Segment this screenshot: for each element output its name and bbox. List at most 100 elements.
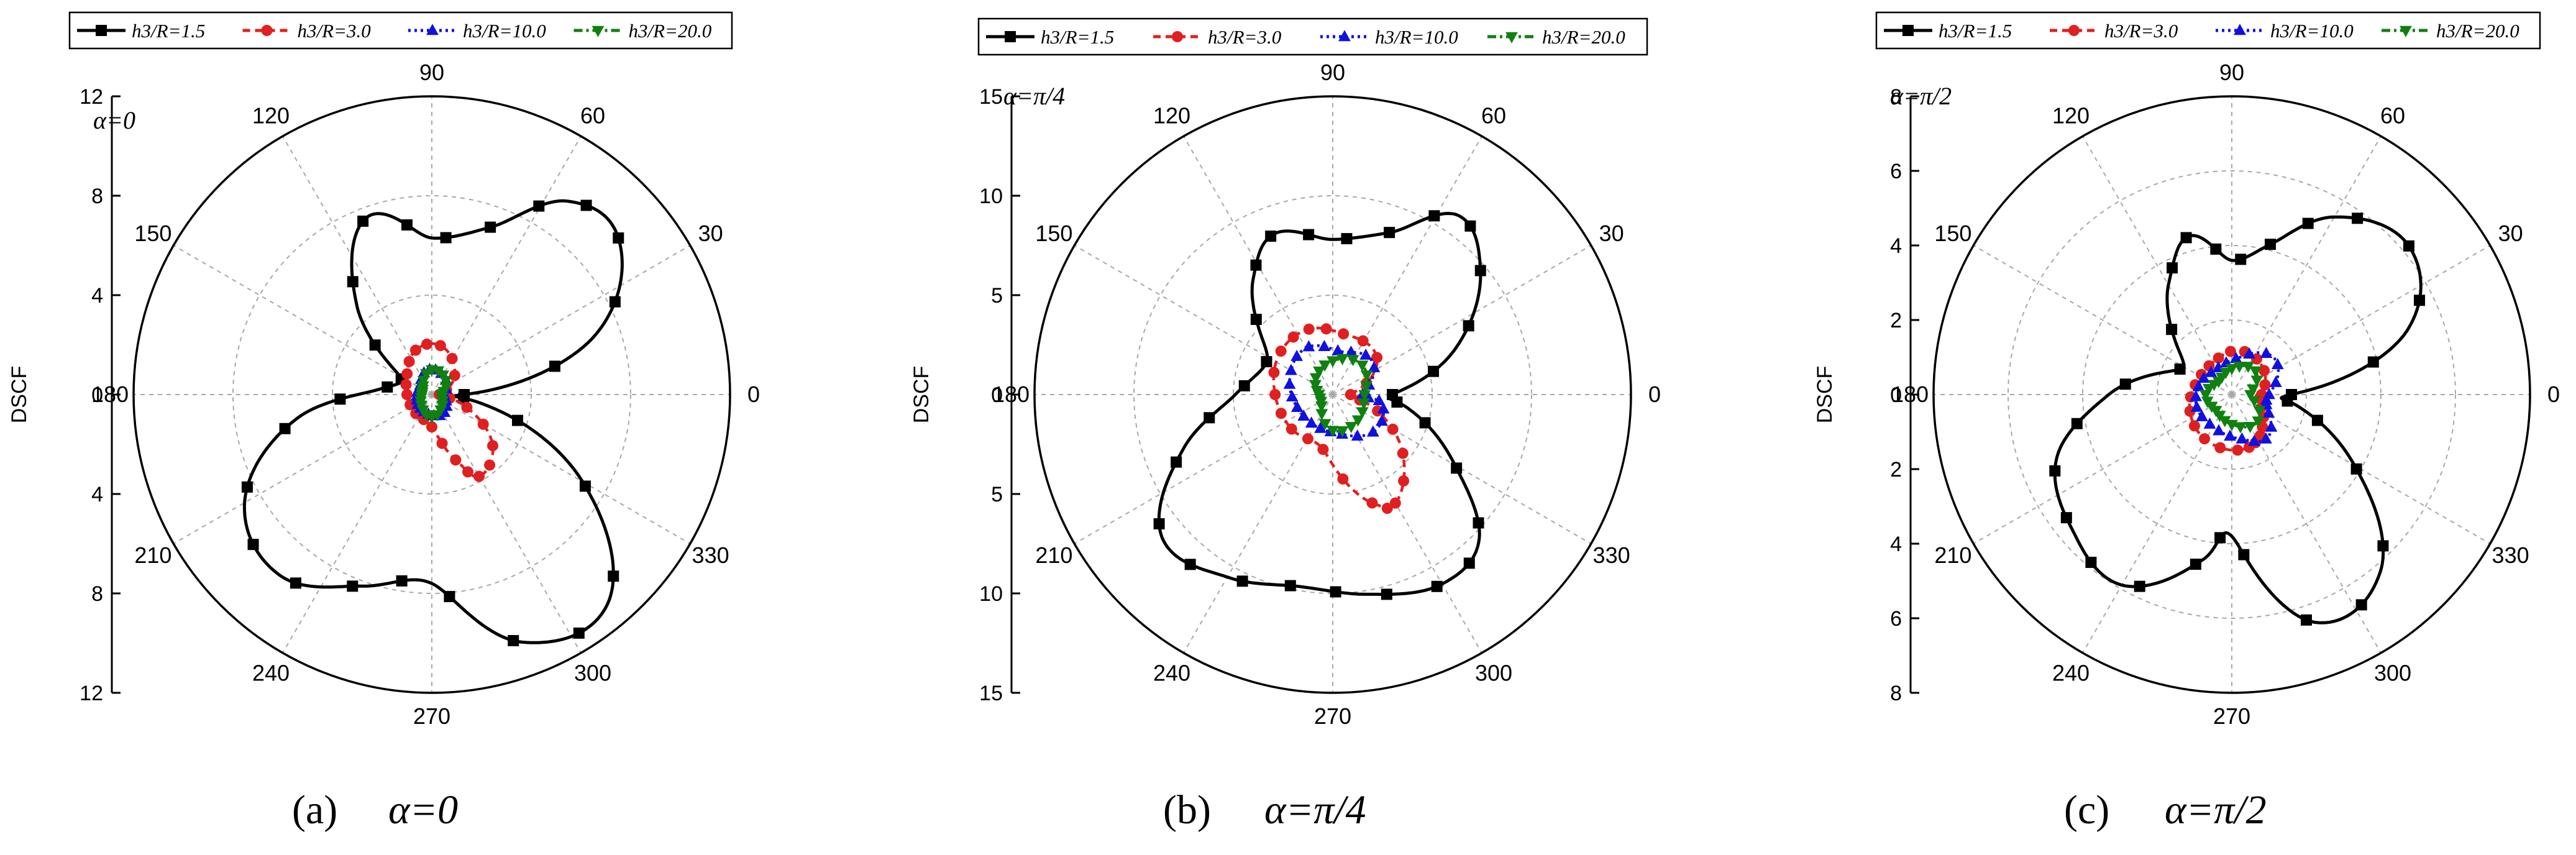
panel-a-series-0-marker [347,276,359,288]
panel-b-radial-tick-label: 10 [979,582,1003,606]
panel-b-series-0-marker [1463,320,1474,332]
panel-a-ylabel: DSCF [7,366,31,424]
panel-c-radial-tick-label: 2 [1890,309,1902,332]
panel-a-grid-ray [173,394,432,544]
panel-b-angle-tick: 0 [1648,382,1661,407]
panel-b-series-0-marker [1463,557,1475,569]
panel-b-legend: h3/R=1.5 h3/R=3.0 h3/R=10.0 h3/R=20.0 [977,17,1648,56]
panel-b-series-0-marker [1428,365,1440,377]
panel-b-series-0-marker [1431,580,1443,592]
panel-c-radial-tick-label: 8 [1890,682,1902,705]
panel-c-series-1-marker [2199,433,2211,445]
panel-b-series-2-marker [1377,402,1390,414]
panel-b-series-0-marker [1451,462,1463,474]
panel-c-series-0-marker [2060,512,2072,524]
panel-b-series-2-marker [1305,416,1318,428]
panel-a-series-1-marker [449,370,460,382]
panel-a-grid-ray [431,394,691,544]
panel-b-series-2-marker [1331,344,1345,355]
panel-c-grid-ray [2231,135,2382,395]
panel-b-series-0-marker [1303,229,1315,240]
panel-a-series-1-marker [434,340,446,352]
panel-c-series-1-marker [2259,365,2270,377]
panel-c-series-0-marker [2301,614,2313,626]
panel-c-series-3-marker [2218,416,2231,428]
panel-a-angle-tick: 210 [134,542,171,568]
panel-b-grid-ray [1332,394,1482,654]
panel-c-series-0-marker [2352,213,2364,224]
panel-c-angle-tick: 240 [2052,661,2090,686]
panel-a-series-0-marker [247,539,259,551]
panel-c-angle-tick: 330 [2492,542,2529,568]
panel-a-angle-tick: 30 [698,221,723,246]
panel-c-series-3-marker [2252,416,2265,428]
panel-a-legend-label: h3/R=1.5 [132,20,205,42]
panel-a-legend-swatch-marker [261,25,273,36]
panel-b-angle-tick: 120 [1153,103,1190,128]
panel-c-series-2-marker [2224,429,2236,441]
panel-a-series-3-marker [420,369,432,381]
panel-b-series-2-marker [1290,349,1304,361]
panel-a-series-0-marker [458,392,470,404]
panel-b-series-1-marker [1345,389,1356,400]
panel-b-series-1-marker [1287,331,1299,343]
panel-b-series-3-marker [1345,422,1358,434]
panel-c-series-0-marker [2238,549,2250,560]
panel-b-radial-tick-label: 15 [979,85,1003,109]
panel-b-radial-tick-label: 5 [991,483,1003,506]
panel-b-series-0-marker [1261,356,1272,368]
panel-a-series-0-marker [512,414,524,426]
panel-b-angle-tick: 300 [1475,661,1512,686]
panel-c-grid-ray [1973,394,2232,544]
panel-b-series-3-marker [1315,409,1328,421]
panel-b-grid-ray [1183,394,1333,654]
panel-b-series-0-marker [1464,220,1476,232]
panel-b-series-2-marker [1283,377,1296,389]
panel-c-caption-letter: (c) [2064,787,2109,833]
panel-c-series-0-line [2053,215,2423,624]
panel-b-series-0-marker [1381,588,1392,600]
panel-c-series-1-marker [2188,420,2200,432]
panel-c-angle-tick: 0 [2547,382,2560,407]
panel-a-radial-tick-label: 8 [91,582,103,606]
panel-b-series-0-marker [1330,586,1341,598]
panel-b-legend-label: h3/R=3.0 [1208,26,1282,48]
panel-a-grid-ray [282,394,432,654]
panel-a-series-1-marker [436,437,448,449]
panel-b-angle-tick: 150 [1035,221,1072,246]
panel-a-caption: (a) α=0 [292,787,458,833]
panel-c-angle-tick: 300 [2374,661,2411,686]
panel-c-series-1-marker [2232,444,2244,456]
panel-c-legend-label: h3/R=20.0 [2436,20,2519,42]
panel-b-series-1-marker [1398,475,1410,487]
panel-a-legend-box [68,11,733,50]
panel-a-series-0-marker [357,215,369,227]
panel-a-legend-label: h3/R=3.0 [298,20,372,42]
panel-c-series-2-marker [2260,347,2273,359]
panel-c-series-3-marker [2234,422,2247,434]
panel-b-series-3-marker [1346,355,1359,367]
panel-c-legend-swatch-marker [2234,24,2246,35]
panel-b-series-3-marker [1313,366,1325,378]
panel-b-series-3-marker [1356,407,1369,419]
panel-c-legend-swatch-marker [1902,25,1914,36]
panel-c-angle-tick: 90 [2219,60,2244,85]
panel-b-series-3-marker [1360,370,1373,382]
panel-c-series-0-marker [2264,239,2276,250]
panel-b-legend-box [977,17,1648,56]
panel-a-series-1-marker [400,378,412,390]
panel-b-series-3-marker [1327,356,1339,368]
panel-b-series [1153,210,1486,600]
panel-c-series-3-marker [2226,363,2238,375]
panel-b-legend-label: h3/R=20.0 [1542,26,1625,48]
panel-b-series-0-marker [1428,210,1440,222]
panel-b-legend-swatch-marker [1505,32,1518,43]
panel-c-radial-tick-label: 0 [1890,383,1902,407]
panel-b-series-0-marker [1473,517,1484,529]
panel-b-radial-tick-label: 10 [979,185,1003,208]
panel-b-series-1-marker [1357,335,1369,347]
panel-b-series-3-marker [1309,380,1322,391]
panel-a-angle-tick: 330 [692,542,729,568]
panel-c-ylabel: DSCF [1813,366,1837,424]
